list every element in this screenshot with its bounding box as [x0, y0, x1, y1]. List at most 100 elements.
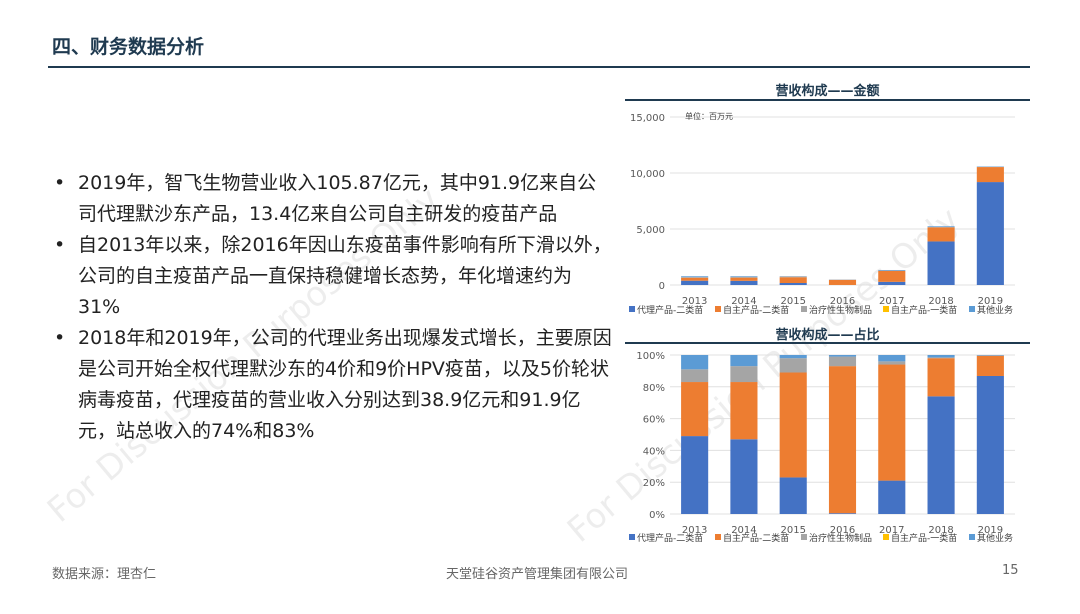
bar-segment — [681, 436, 709, 514]
y-tick-label: 80% — [643, 383, 665, 394]
legend-label: 治疗性生物制品 — [809, 304, 872, 316]
x-tick-label: 2016 — [830, 296, 855, 307]
bar-segment — [779, 277, 807, 283]
bar-segment — [681, 277, 709, 281]
legend-swatch — [801, 306, 807, 312]
bar-segment — [828, 356, 857, 367]
bar-segment — [681, 369, 709, 383]
bullet-icon: • — [54, 172, 66, 194]
y-tick-label: 5,000 — [636, 225, 665, 236]
bar-segment — [681, 277, 709, 278]
legend-swatch — [629, 306, 635, 312]
bullet-icon: • — [54, 327, 66, 349]
title-divider — [48, 66, 1030, 68]
bar-segment — [681, 355, 709, 370]
bar-segment — [730, 355, 758, 367]
bar-segment — [828, 279, 857, 285]
bar-segment — [927, 357, 955, 359]
x-tick-label: 2017 — [879, 525, 904, 536]
x-tick-label: 2014 — [731, 525, 756, 536]
data-source: 数据来源：理杏仁 — [52, 567, 157, 582]
bar-segment — [828, 513, 857, 514]
legend-label: 代理产品-二类苗 — [637, 304, 703, 316]
bar-segment — [927, 226, 955, 228]
x-tick-label: 2016 — [830, 525, 855, 536]
revenue-amount-chart: 0 5,000 10,000 15,000 单位：百万元 2013 2014 2015 2016… — [629, 111, 1015, 316]
bar-segment — [976, 182, 1004, 285]
legend-label: 其他业务 — [977, 304, 1013, 316]
chart-divider — [625, 99, 1030, 101]
bar-segment — [927, 241, 955, 285]
bar-segment — [779, 355, 807, 359]
x-tick-label: 2013 — [682, 296, 707, 307]
legend-label: 自主产品-二类苗 — [723, 532, 789, 544]
x-tick-label: 2015 — [780, 525, 805, 536]
company-name: 天堂硅谷资产管理集团有限公司 — [446, 567, 629, 582]
bar-segment — [730, 280, 758, 285]
unit-note: 单位：百万元 — [685, 111, 733, 121]
chart-title-amount: 营收构成——金额 — [775, 84, 880, 99]
legend-label: 自主产品-一类苗 — [891, 304, 957, 316]
bar-segment — [828, 355, 857, 357]
x-tick-label: 2018 — [928, 296, 953, 307]
x-tick-label: 2014 — [731, 296, 756, 307]
bar-segment — [828, 366, 857, 514]
y-tick-label: 0% — [649, 510, 665, 521]
y-tick-label: 15,000 — [630, 113, 665, 124]
legend-swatch — [801, 534, 807, 540]
legend-swatch — [715, 306, 721, 312]
bullet-icon: • — [54, 234, 66, 256]
bar-segment — [730, 439, 758, 514]
x-tick-label: 2013 — [682, 525, 707, 536]
legend-swatch — [969, 306, 975, 312]
page-number: 15 — [1002, 563, 1019, 578]
bar-segment — [730, 276, 758, 278]
bar-segment — [779, 372, 807, 478]
legend-label: 自主产品-一类苗 — [891, 532, 957, 544]
x-tick-label: 2019 — [978, 525, 1003, 536]
bar-segment — [730, 276, 758, 277]
y-tick-label: 10,000 — [630, 169, 665, 180]
legend-label: 代理产品-二类苗 — [637, 532, 703, 544]
bullet-item: • 2018年和2019年，公司的代理业务出现爆发式增长，主要原因是公司开始全权代… — [52, 323, 612, 447]
legend-swatch — [969, 534, 975, 540]
bar-segment — [681, 280, 709, 285]
bar-segment — [779, 282, 807, 285]
bar-segment — [976, 375, 1004, 514]
bullet-item: • 2019年，智飞生物营业收入105.87亿元，其中91.9亿来自公司代理默沙东… — [52, 168, 612, 230]
bar-segment — [927, 355, 955, 358]
bar-segment — [730, 382, 758, 440]
x-tick-label: 2019 — [978, 296, 1003, 307]
legend-swatch — [629, 534, 635, 540]
page-title: 四、财务数据分析 — [52, 36, 205, 58]
bar-segment — [878, 480, 906, 514]
legend-label: 自主产品-二类苗 — [723, 304, 789, 316]
y-tick-label: 100% — [636, 351, 665, 362]
bar-segment — [878, 281, 906, 285]
bar-segment — [878, 361, 906, 365]
chart-title-share: 营收构成——占比 — [775, 328, 880, 343]
bar-segment — [878, 269, 906, 271]
x-tick-label: 2018 — [928, 525, 953, 536]
bar-segment — [730, 277, 758, 281]
legend-swatch — [883, 534, 889, 540]
y-tick-label: 60% — [643, 415, 665, 426]
bar-segment — [779, 276, 807, 278]
x-tick-label: 2017 — [879, 296, 904, 307]
legend-swatch — [715, 534, 721, 540]
bullet-list: • 2019年，智飞生物营业收入105.87亿元，其中91.9亿来自公司代理默沙东… — [52, 168, 612, 447]
bar-segment — [927, 396, 955, 514]
bar-segment — [976, 355, 1004, 376]
y-tick-label: 40% — [643, 446, 665, 457]
bullet-item: • 自2013年以来，除2016年因山东疫苗事件影响有所下滑以外，公司的自主疫苗产… — [52, 230, 612, 323]
y-tick-label: 0 — [659, 281, 665, 292]
bar-segment — [927, 358, 955, 397]
bar-segment — [878, 270, 906, 282]
chart-divider — [625, 342, 1030, 344]
bar-segment — [730, 366, 758, 383]
bar-segment — [779, 477, 807, 514]
legend-label: 治疗性生物制品 — [809, 532, 872, 544]
bar-segment — [878, 355, 906, 362]
bar-segment — [681, 276, 709, 278]
legend-swatch — [883, 306, 889, 312]
